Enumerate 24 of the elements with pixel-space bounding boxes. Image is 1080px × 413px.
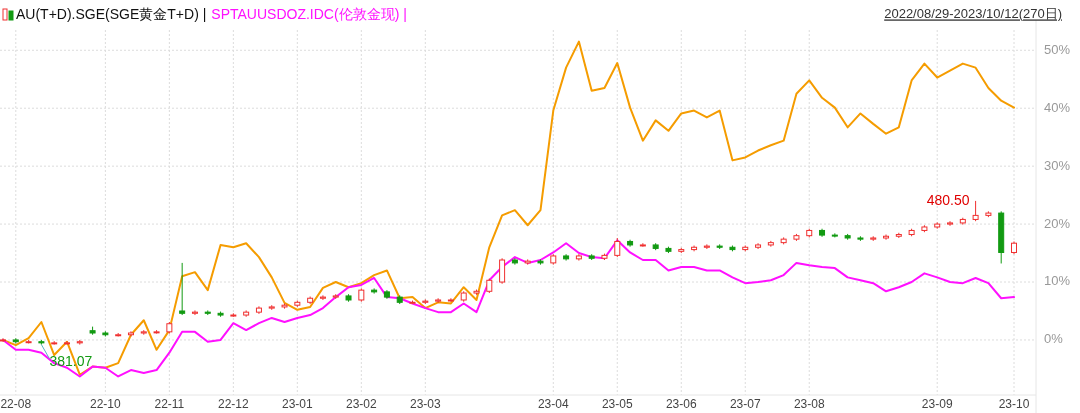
y-tick-label: 50% — [1044, 41, 1071, 57]
x-tick-label: 23-04 — [537, 397, 569, 412]
x-tick-label: 23-10 — [998, 397, 1030, 412]
x-tick-label: 23-09 — [921, 397, 953, 412]
chart-subtitle: 2022/08/29-2023/10/12(270日) — [884, 6, 1062, 22]
y-tick-label: 20% — [1044, 215, 1071, 231]
annotation: 480.50 — [926, 191, 970, 208]
x-tick-label: 23-08 — [793, 397, 825, 412]
y-tick-label: 10% — [1044, 273, 1071, 289]
x-tick-label: 23-01 — [281, 397, 314, 412]
x-tick-label: 22-12 — [218, 397, 250, 412]
x-tick-label: 23-05 — [601, 397, 633, 412]
y-tick-label: 40% — [1044, 99, 1071, 115]
text: SPTAUUSDOZ.IDC(伦敦金现) | — [211, 5, 407, 22]
x-tick-label: 22-10 — [90, 397, 122, 412]
x-tick-label: 23-02 — [345, 397, 377, 412]
x-tick-label: 23-06 — [665, 397, 697, 412]
x-tick-label: 23-07 — [729, 397, 761, 412]
y-tick-label: 0% — [1044, 331, 1064, 347]
legend-label: AU(T+D).SGE(SGE黄金T+D) | — [16, 5, 207, 22]
x-tick-label: 22-11 — [154, 397, 185, 412]
y-tick-label: 30% — [1044, 157, 1071, 173]
x-tick-label: 22-08 — [0, 397, 32, 412]
x-tick-label: 23-03 — [409, 397, 441, 412]
